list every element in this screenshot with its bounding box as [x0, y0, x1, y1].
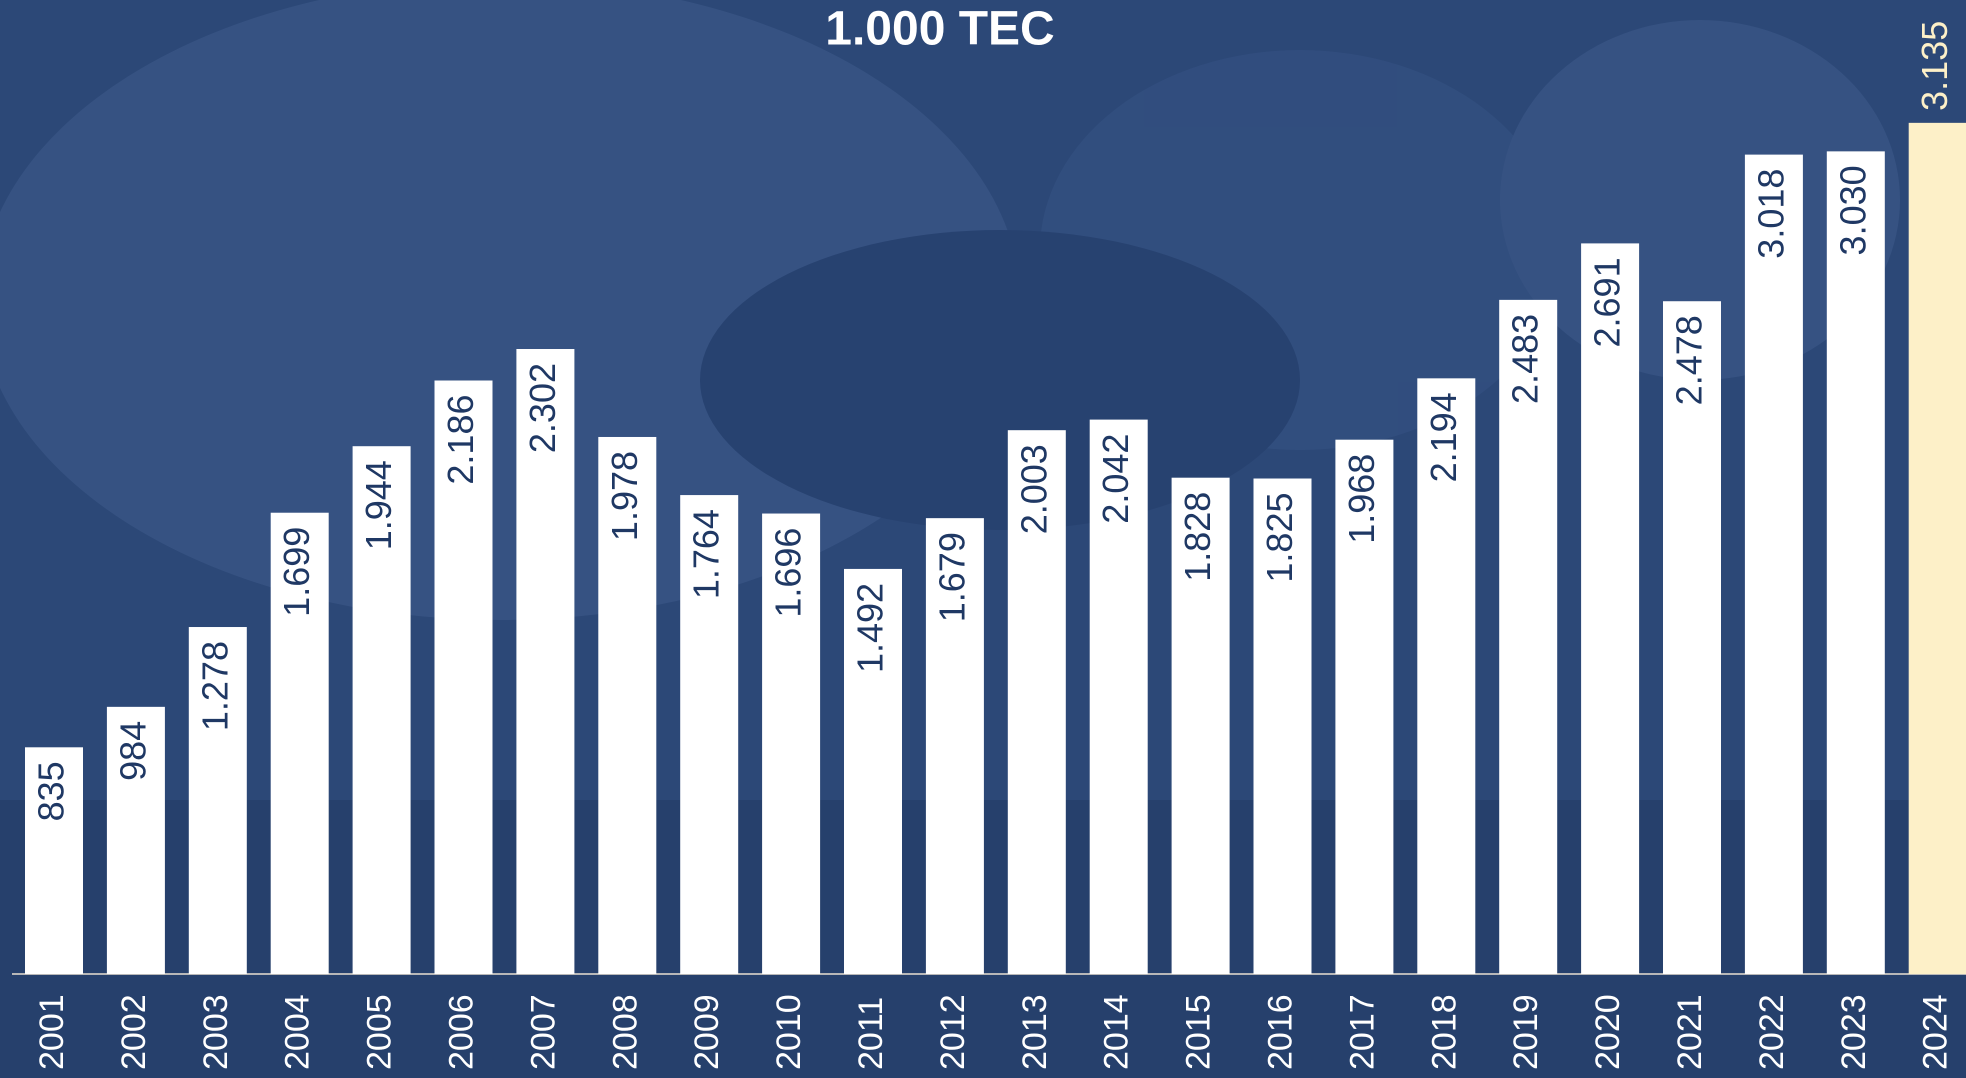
x-tick-label: 2022 [1753, 994, 1791, 1070]
bar [1744, 154, 1803, 974]
x-tick-label: 2004 [279, 994, 317, 1070]
value-label: 1.278 [194, 641, 235, 731]
x-tick-label: 2017 [1343, 994, 1381, 1070]
value-label: 1.696 [768, 528, 809, 618]
x-tick-label: 2015 [1180, 994, 1218, 1070]
x-tick-label: 2014 [1098, 994, 1136, 1070]
x-tick-label: 2024 [1917, 994, 1955, 1070]
bar [925, 518, 984, 974]
bar [434, 380, 493, 975]
bar [516, 349, 575, 975]
bar [598, 436, 657, 974]
x-tick-label: 2005 [361, 994, 399, 1070]
x-tick-label: 2020 [1589, 994, 1627, 1070]
x-tick-label: 2012 [934, 994, 972, 1070]
value-label: 1.699 [276, 527, 317, 617]
x-tick-label: 2019 [1507, 994, 1545, 1070]
bar [844, 568, 902, 974]
bar [1417, 378, 1476, 975]
value-label: 2.186 [440, 395, 481, 485]
chart-title: 1.000 TEC [825, 3, 1054, 56]
value-label: 3.030 [1832, 165, 1873, 255]
value-label: 1.944 [358, 460, 399, 550]
value-label: 984 [112, 721, 153, 781]
x-tick-label: 2023 [1835, 994, 1873, 1070]
value-label: 1.828 [1177, 492, 1218, 582]
bar [1007, 430, 1066, 974]
value-label: 1.978 [604, 451, 645, 541]
value-label: 2.478 [1669, 315, 1710, 405]
bar [1499, 299, 1558, 975]
value-label: 1.764 [686, 509, 727, 599]
bar [106, 706, 165, 974]
bar [1826, 151, 1885, 975]
x-tick-label: 2003 [197, 994, 235, 1070]
x-tick-label: 2009 [688, 994, 726, 1070]
bar [1171, 477, 1230, 974]
bar [352, 446, 411, 975]
x-tick-label: 2011 [852, 997, 890, 1070]
value-label: 1.968 [1341, 454, 1382, 544]
value-label: 1.492 [850, 583, 891, 673]
x-tick-label: 2016 [1261, 994, 1299, 1070]
value-label: 2.042 [1095, 434, 1136, 524]
value-label: 3.018 [1750, 169, 1791, 259]
value-label: 1.679 [931, 532, 972, 622]
value-label: 2.691 [1587, 257, 1628, 347]
value-label: 2.003 [1013, 444, 1054, 534]
x-tick-label: 2010 [770, 994, 808, 1070]
bar [1663, 301, 1721, 974]
bar [680, 495, 739, 974]
value-label: 835 [31, 761, 72, 821]
value-label: 3.135 [1914, 21, 1955, 111]
x-tick-label: 2001 [33, 994, 71, 1070]
bar [1581, 243, 1640, 974]
bar [270, 512, 329, 974]
x-tick-label: 2008 [606, 994, 644, 1070]
x-tick-label: 2021 [1671, 994, 1709, 1070]
value-label: 1.825 [1259, 493, 1300, 583]
bar [1908, 122, 1966, 974]
x-tick-label: 2018 [1425, 994, 1463, 1070]
bar [188, 627, 247, 974]
bar [1335, 439, 1394, 974]
bar [25, 747, 83, 974]
x-tick-label: 2007 [524, 994, 562, 1070]
x-tick-label: 2013 [1016, 994, 1054, 1070]
bar [1253, 478, 1312, 974]
x-tick-label: 2002 [115, 994, 153, 1070]
value-label: 2.194 [1423, 392, 1464, 482]
bar [762, 513, 821, 974]
value-label: 2.302 [522, 363, 563, 453]
bar [1089, 419, 1148, 974]
x-tick-label: 2006 [442, 994, 480, 1070]
value-label: 2.483 [1505, 314, 1546, 404]
